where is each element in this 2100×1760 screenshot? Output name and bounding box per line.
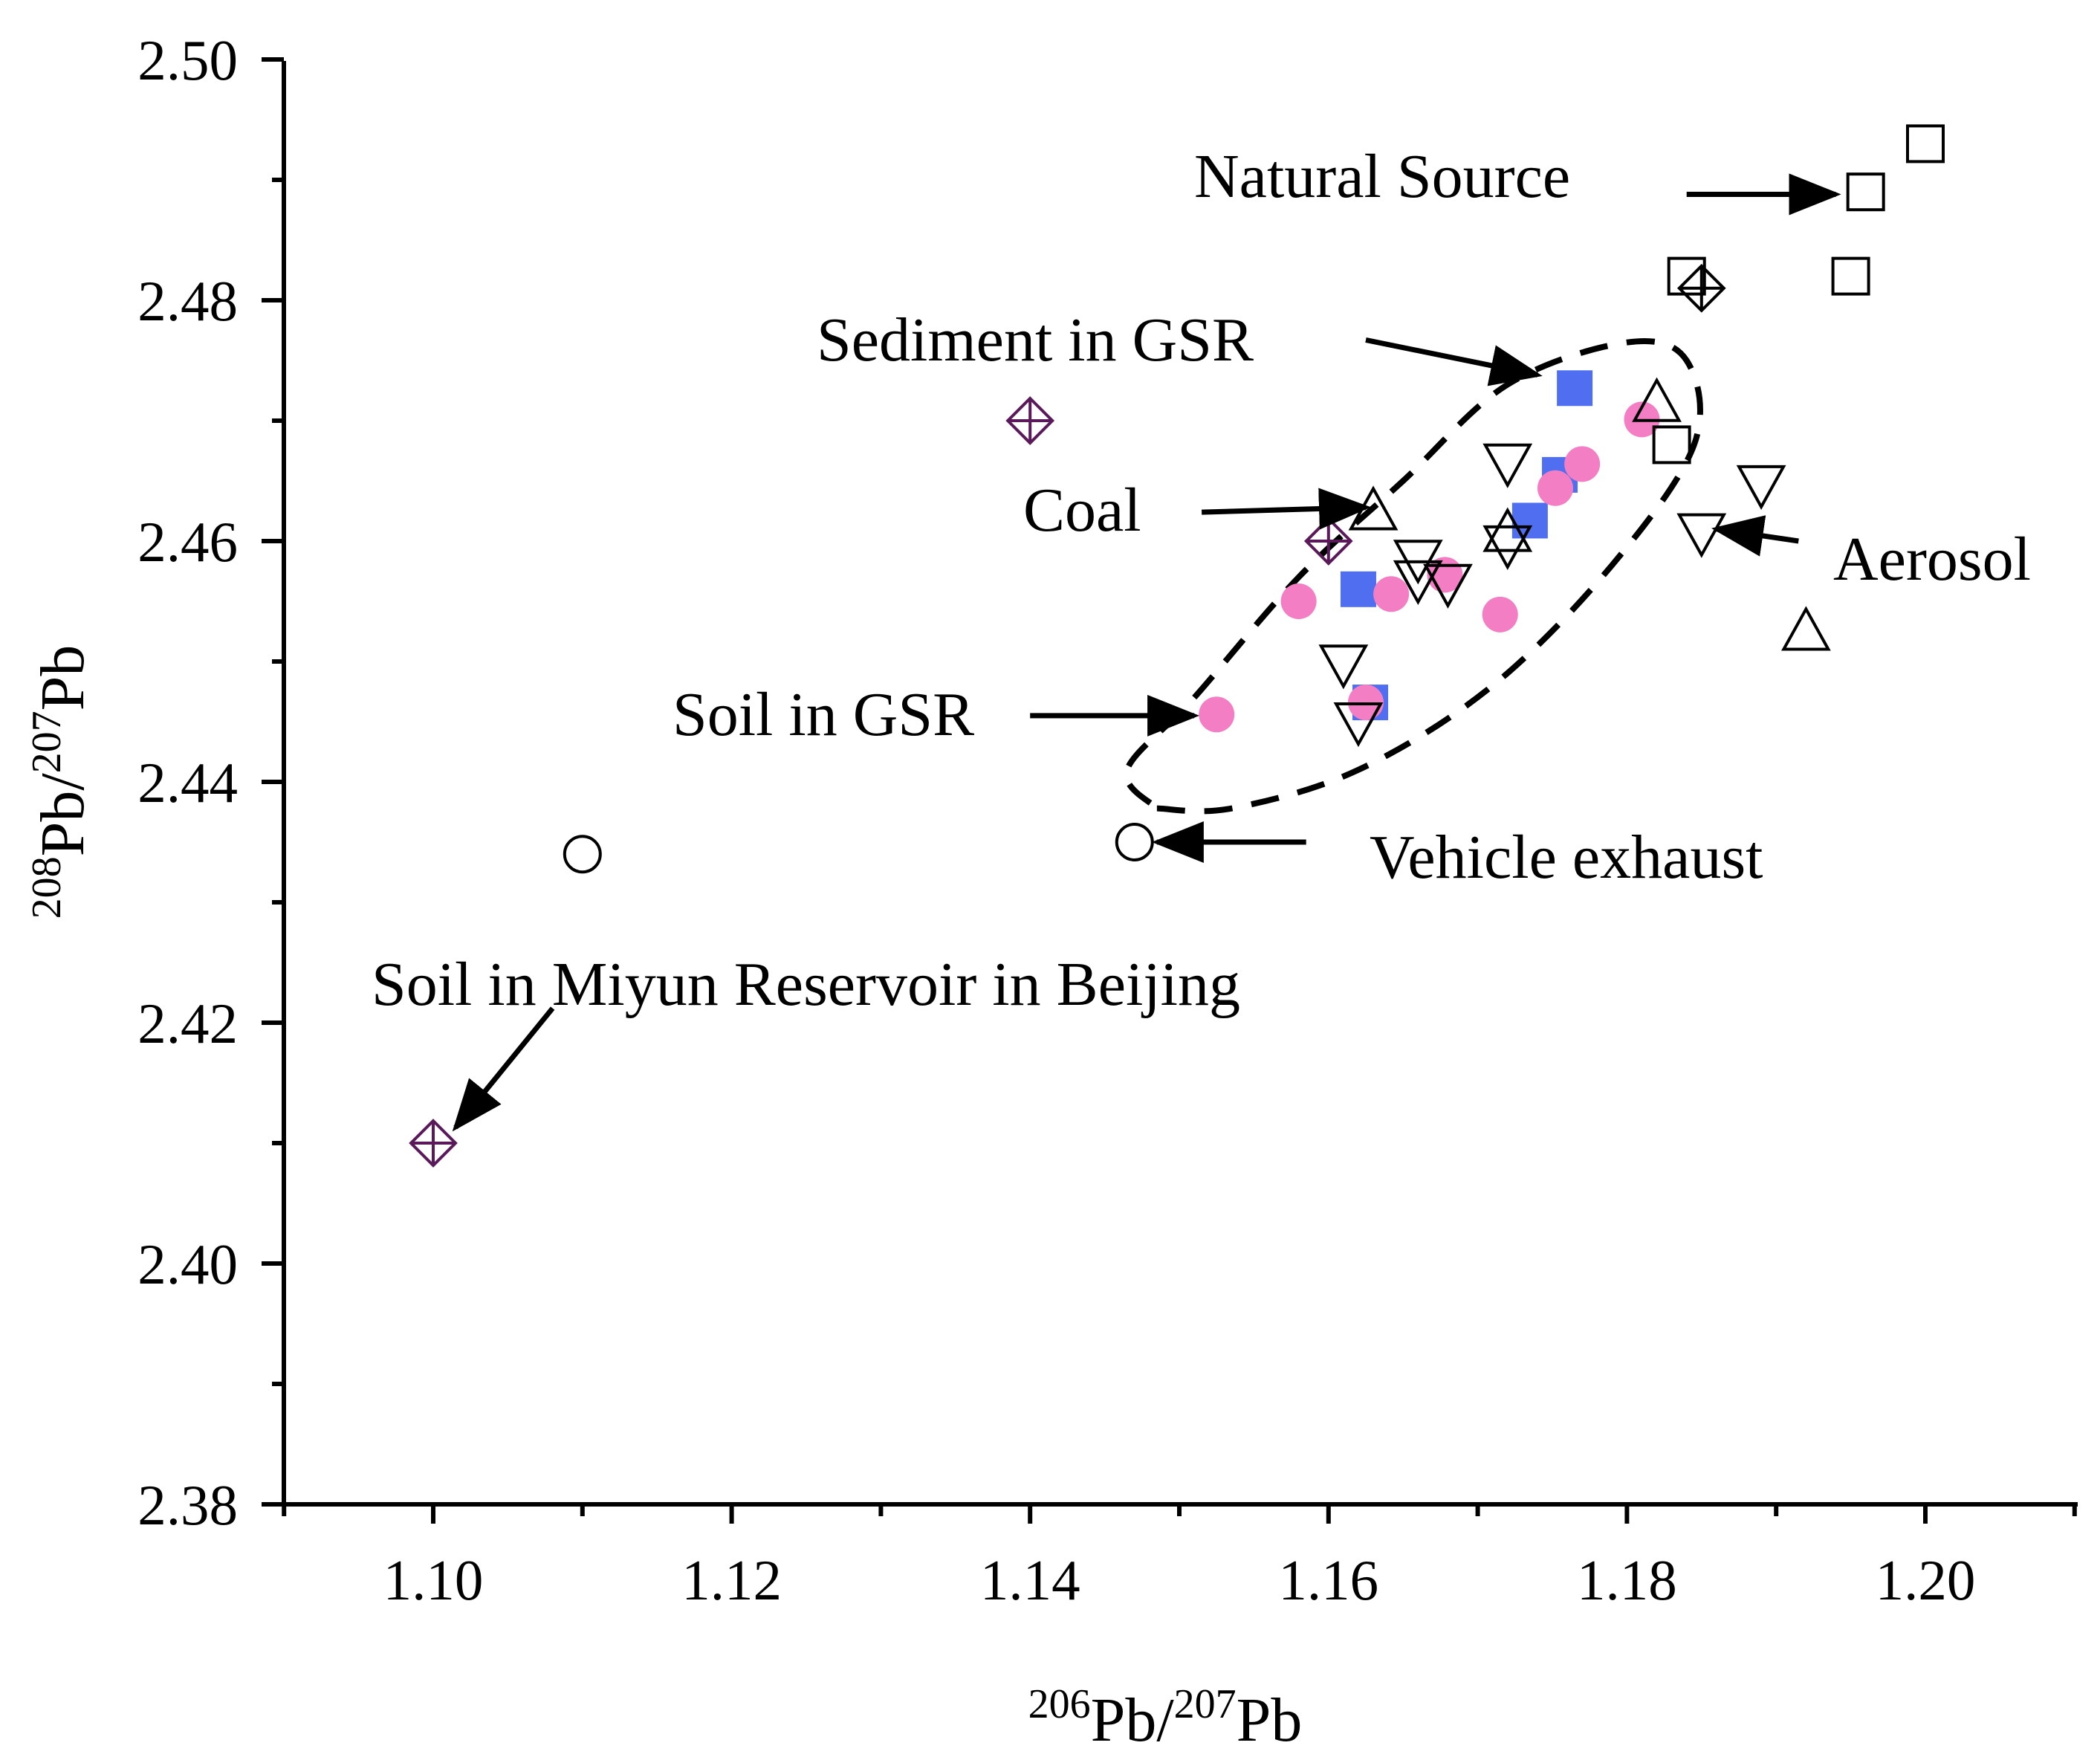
x-tick-label: 1.10 — [383, 1548, 484, 1612]
y-tick-label: 2.40 — [137, 1232, 238, 1296]
coal-point — [1482, 507, 1533, 552]
x-axis-tick-labels: 1.10 1.12 1.14 1.16 1.18 1.20 — [383, 1548, 1976, 1612]
annotation-soil-miyun-reservoir: Soil in Miyun Reservoir in Beijing — [372, 950, 1240, 1019]
y-tick-label: 2.50 — [137, 28, 238, 92]
y-tick-label: 2.38 — [137, 1473, 238, 1537]
coal-point — [1632, 377, 1682, 422]
y-axis-label: 208Pb/207Pb — [24, 645, 97, 919]
aerosol-point — [1423, 563, 1473, 609]
sediment-point — [1511, 502, 1548, 539]
aerosol-point — [1318, 644, 1369, 690]
x-label-isotope-2: 207 — [1174, 1681, 1237, 1727]
annotation-arrow — [1365, 337, 1543, 386]
y-tick-label: 2.46 — [137, 510, 238, 574]
natural-source-point — [1652, 425, 1691, 465]
natural-source-point — [1906, 124, 1945, 164]
natural-source-diamond-point — [1676, 263, 1726, 313]
soil-point — [1373, 576, 1410, 612]
annotation-coal: Coal — [1023, 476, 1141, 545]
soil-point — [1537, 470, 1574, 506]
aerosol-point — [1333, 702, 1384, 748]
annotation-arrow — [452, 1006, 555, 1132]
annotation-arrow — [1202, 488, 1371, 530]
y-tick-label: 2.48 — [137, 269, 238, 333]
y-label-element-2: Pb — [28, 645, 97, 711]
sediment-point — [1340, 571, 1376, 607]
annotation-soil-in-gsr: Soil in GSR — [673, 680, 974, 749]
natural-source-point — [1846, 172, 1885, 212]
soil-point — [1482, 596, 1518, 632]
annotation-aerosol: Aerosol — [1833, 525, 2031, 594]
y-tick-label: 2.44 — [137, 751, 238, 815]
x-tick-label: 1.12 — [681, 1548, 782, 1612]
data-points — [409, 124, 1945, 1168]
soil-point — [1280, 583, 1317, 619]
y-label-element-1: Pb/ — [28, 773, 97, 857]
x-tick-label: 1.20 — [1876, 1548, 1976, 1612]
x-tick-label: 1.18 — [1577, 1548, 1677, 1612]
y-axis-ticks — [262, 57, 284, 1507]
annotation-sediment-in-gsr: Sediment in GSR — [817, 305, 1254, 375]
y-tick-label: 2.42 — [137, 991, 238, 1055]
coal-point — [1780, 606, 1831, 651]
y-label-isotope-1: 208 — [24, 856, 70, 919]
vehicle-exhaust-point — [1115, 823, 1154, 861]
miyun-soil-point — [1005, 396, 1055, 445]
miyun-soil-point — [1303, 517, 1353, 566]
aerosol-point — [1676, 513, 1727, 558]
x-label-element-1: Pb/ — [1091, 1686, 1175, 1755]
natural-source-point — [1831, 256, 1870, 296]
aerosol-point — [1482, 443, 1533, 488]
aerosol-point — [1736, 465, 1786, 510]
dashed-boundary-ellipse — [1123, 337, 1703, 815]
x-label-element-2: Pb — [1237, 1686, 1303, 1755]
annotations: Natural Source Sediment in GSR Coal Aero… — [372, 142, 2031, 1019]
annotation-arrows — [452, 173, 1841, 1132]
vehicle-exhaust-point — [563, 835, 602, 874]
y-axis-tick-labels: 2.38 2.40 2.42 2.44 2.46 2.48 2.50 — [137, 28, 238, 1537]
soil-point — [1199, 696, 1235, 733]
miyun-soil-point — [409, 1119, 458, 1168]
x-axis-label: 206Pb/207Pb — [1028, 1681, 1303, 1755]
sediment-point — [1557, 370, 1593, 407]
annotation-vehicle-exhaust: Vehicle exhaust — [1370, 823, 1763, 892]
plot-frame — [282, 61, 2078, 1507]
x-label-isotope-1: 206 — [1028, 1681, 1091, 1727]
x-tick-label: 1.16 — [1278, 1548, 1378, 1612]
annotation-arrow — [1711, 515, 1799, 557]
annotation-natural-source: Natural Source — [1194, 142, 1570, 211]
y-label-isotope-2: 207 — [24, 711, 70, 773]
x-axis-ticks — [282, 1504, 2077, 1524]
soil-point — [1564, 446, 1601, 482]
aerosol-point — [1482, 525, 1533, 570]
aerosol-point — [1393, 560, 1443, 605]
x-tick-label: 1.14 — [980, 1548, 1080, 1612]
